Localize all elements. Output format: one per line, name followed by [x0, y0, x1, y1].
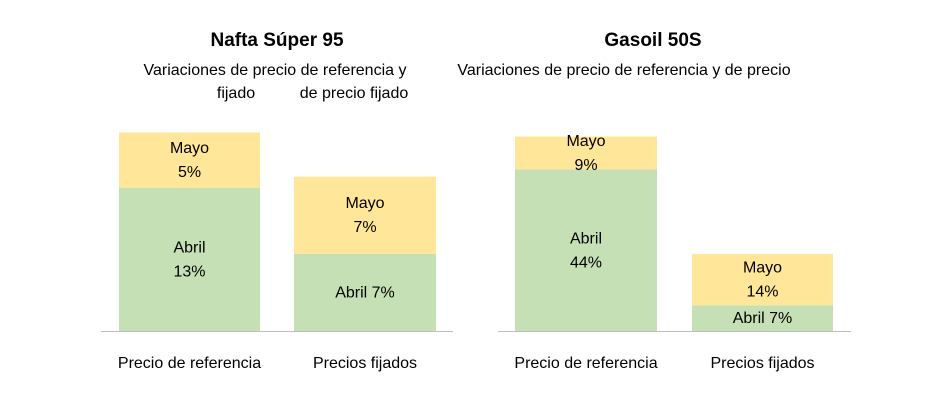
bar-segment-mayo-2: [294, 176, 436, 254]
data-label-mayo-1-1: Mayo: [566, 133, 605, 150]
bar-segment-abril-2: [294, 253, 436, 331]
data-label-mayo-2-2: 7%: [353, 219, 376, 236]
data-label-mayo-2-1: Mayo: [345, 195, 384, 212]
bar-segment-abril-1: [119, 187, 260, 331]
data-label-abril-1-1: Abril: [173, 239, 205, 256]
data-label-abril-1-2: 44%: [570, 254, 602, 271]
chart-panel-2: Gasoil 50S Variaciones de precio de refer…: [457, 30, 851, 372]
data-label-mayo-1-1: Mayo: [170, 140, 209, 157]
category-label-2: Precios fijados: [710, 355, 814, 372]
data-label-mayo-1-2: 5%: [178, 164, 201, 181]
chart-title: Gasoil 50S: [604, 30, 701, 51]
chart-subtitle-line-2: fijado: [217, 85, 255, 102]
data-label-mayo-2-2: 14%: [746, 284, 778, 301]
chart-subtitle-line-1: Variaciones de precio de referencia y: [144, 62, 407, 79]
bar-segment-abril-1: [515, 169, 657, 331]
chart-title: Nafta Súper 95: [210, 30, 343, 51]
bar-segment-mayo-1: [119, 132, 260, 188]
bar-segment-mayo-1: [515, 136, 657, 170]
category-label-2: Precios fijados: [313, 355, 417, 372]
bar-segment-abril-2: [692, 305, 833, 331]
chart-panel-1: Nafta Súper 95 Variaciones de precio de r…: [101, 30, 453, 372]
data-label-mayo-2-1: Mayo: [743, 260, 782, 277]
data-label-abril-1-1: Abril: [570, 230, 602, 247]
data-label-mayo-1-2: 9%: [574, 157, 597, 174]
category-label-1: Precio de referencia: [118, 355, 261, 372]
chart-subtitle-overflow: de precio fijado: [300, 85, 409, 102]
bar-segment-mayo-2: [692, 253, 833, 306]
data-label-abril-1-2: 13%: [173, 263, 205, 280]
category-label-1: Precio de referencia: [514, 355, 657, 372]
chart-subtitle-line-1: Variaciones de precio de referencia y de…: [457, 62, 790, 79]
data-label-abril-2-1: Abril 7%: [335, 284, 395, 301]
data-label-abril-2-1: Abril 7%: [733, 310, 793, 327]
